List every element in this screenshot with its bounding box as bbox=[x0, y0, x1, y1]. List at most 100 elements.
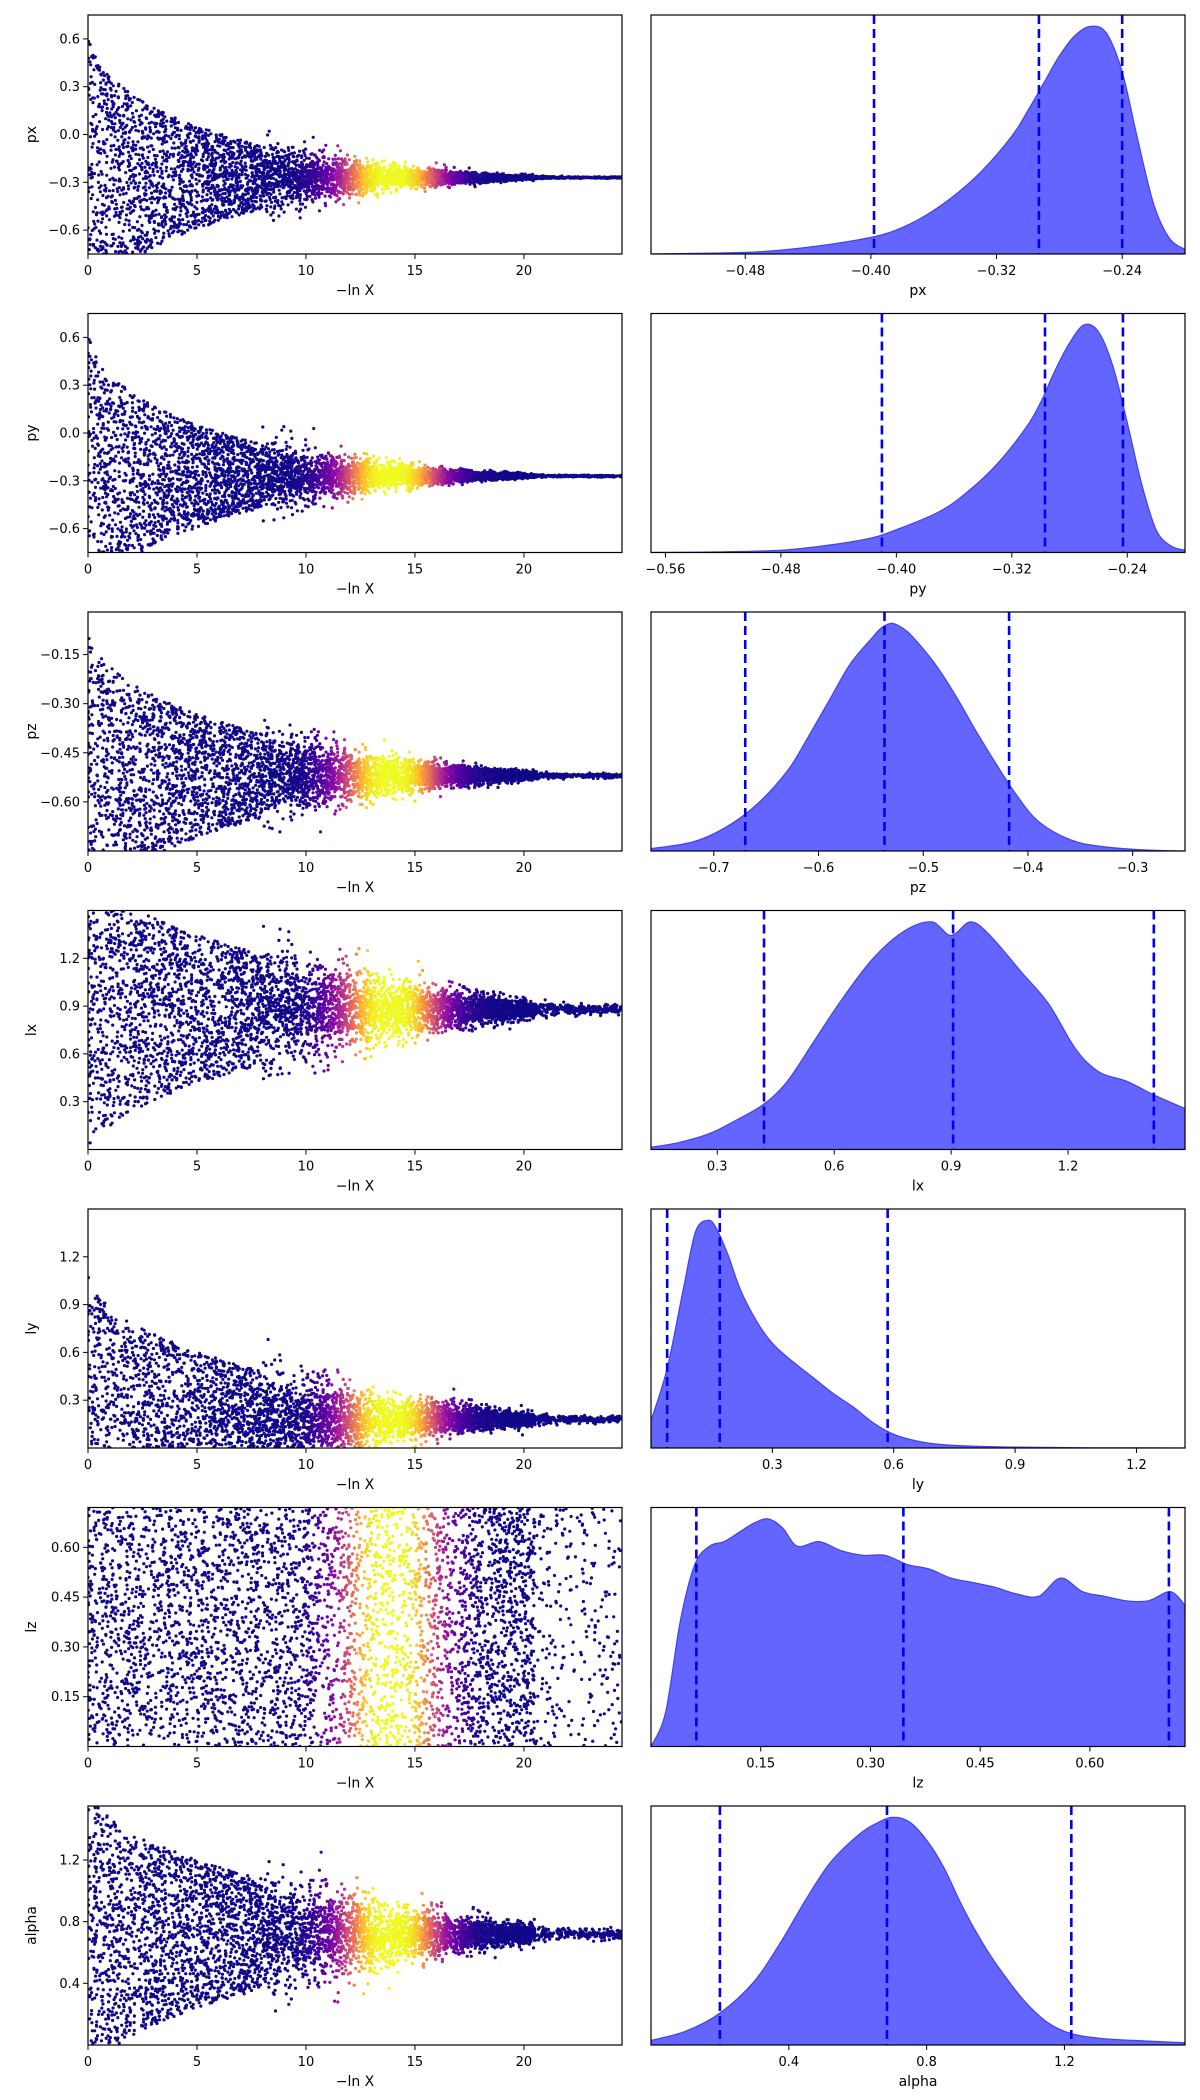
sample-point bbox=[94, 112, 98, 117]
sample-point bbox=[212, 207, 216, 211]
sample-point bbox=[220, 164, 224, 168]
sample-point bbox=[105, 106, 109, 110]
sample-point bbox=[188, 131, 192, 136]
sample-point bbox=[380, 176, 384, 180]
sample-point bbox=[213, 188, 217, 192]
sample-point bbox=[130, 210, 134, 214]
sample-point bbox=[130, 100, 134, 105]
sample-point bbox=[92, 96, 96, 100]
sample-point bbox=[127, 177, 131, 181]
sample-point bbox=[151, 147, 155, 152]
sample-point bbox=[97, 186, 101, 190]
sample-point bbox=[223, 191, 227, 196]
sample-point bbox=[440, 178, 444, 182]
sample-point bbox=[234, 161, 238, 165]
sample-point bbox=[126, 184, 130, 188]
sample-point bbox=[193, 215, 197, 219]
sample-point bbox=[238, 152, 242, 156]
sample-point bbox=[129, 174, 133, 179]
sample-point bbox=[134, 147, 138, 151]
sample-point bbox=[253, 155, 257, 159]
sample-point bbox=[93, 222, 97, 226]
sample-point bbox=[204, 186, 209, 190]
sample-point bbox=[350, 192, 354, 196]
sample-point bbox=[201, 190, 205, 194]
sample-point bbox=[210, 203, 214, 207]
sample-point bbox=[204, 128, 208, 132]
sample-point bbox=[136, 195, 140, 199]
sample-point bbox=[88, 243, 92, 247]
sample-point bbox=[149, 191, 154, 195]
sample-point bbox=[143, 250, 147, 254]
sample-point bbox=[271, 187, 275, 191]
sample-point bbox=[358, 170, 362, 174]
sample-point bbox=[265, 204, 269, 208]
sample-point bbox=[240, 144, 244, 148]
sample-point bbox=[130, 111, 135, 115]
sample-point bbox=[235, 186, 239, 190]
sample-point bbox=[202, 167, 206, 171]
sample-point bbox=[279, 160, 283, 164]
sample-point bbox=[310, 185, 314, 189]
sample-point bbox=[118, 179, 122, 183]
sample-point bbox=[113, 198, 117, 202]
sample-point bbox=[139, 235, 143, 239]
sample-point bbox=[125, 123, 129, 127]
sample-point bbox=[190, 149, 194, 153]
sample-point bbox=[200, 220, 204, 224]
sample-point bbox=[436, 168, 440, 172]
sample-point bbox=[172, 130, 177, 134]
sample-point bbox=[128, 130, 132, 134]
sample-point bbox=[160, 171, 164, 175]
sample-point bbox=[112, 113, 116, 117]
sample-point bbox=[213, 211, 217, 215]
sample-point bbox=[329, 191, 334, 195]
sample-point bbox=[109, 120, 114, 124]
sample-point bbox=[209, 221, 213, 225]
sample-point bbox=[139, 205, 143, 209]
sample-point bbox=[127, 223, 131, 227]
sample-point bbox=[122, 102, 126, 106]
sample-point bbox=[112, 165, 117, 169]
sample-point bbox=[231, 146, 235, 150]
sample-point bbox=[100, 105, 105, 109]
sample-point bbox=[161, 155, 165, 159]
sample-point bbox=[207, 128, 211, 132]
sample-point bbox=[144, 213, 148, 218]
sample-point bbox=[464, 180, 468, 184]
sample-point bbox=[88, 93, 91, 97]
sample-point bbox=[233, 157, 237, 161]
sample-point bbox=[117, 250, 121, 254]
sample-point bbox=[194, 131, 198, 135]
sample-point bbox=[358, 159, 362, 163]
sample-point bbox=[487, 175, 492, 179]
sample-point bbox=[98, 120, 102, 124]
sample-point bbox=[187, 126, 191, 130]
sample-point bbox=[374, 193, 378, 197]
sample-point bbox=[218, 144, 222, 148]
sample-point bbox=[165, 210, 169, 214]
sample-point bbox=[429, 181, 434, 185]
sample-point bbox=[169, 227, 173, 231]
sample-point bbox=[208, 206, 212, 210]
sample-point bbox=[153, 197, 157, 201]
sample-point bbox=[169, 136, 173, 141]
sample-point bbox=[160, 239, 164, 243]
sample-point bbox=[157, 212, 161, 216]
sample-point bbox=[179, 156, 183, 160]
sample-point bbox=[113, 122, 117, 126]
sample-point bbox=[133, 124, 137, 128]
sample-point bbox=[321, 155, 325, 159]
sample-point bbox=[91, 210, 95, 214]
sample-point bbox=[164, 169, 168, 173]
sample-point bbox=[356, 180, 360, 184]
sample-point bbox=[289, 188, 293, 192]
sample-point bbox=[250, 154, 254, 158]
sample-point bbox=[99, 73, 103, 77]
sample-point bbox=[298, 216, 302, 220]
sample-point bbox=[219, 213, 223, 218]
sample-point bbox=[184, 184, 189, 189]
sample-point bbox=[105, 113, 110, 117]
sample-point bbox=[105, 154, 109, 158]
sample-point bbox=[104, 225, 108, 229]
